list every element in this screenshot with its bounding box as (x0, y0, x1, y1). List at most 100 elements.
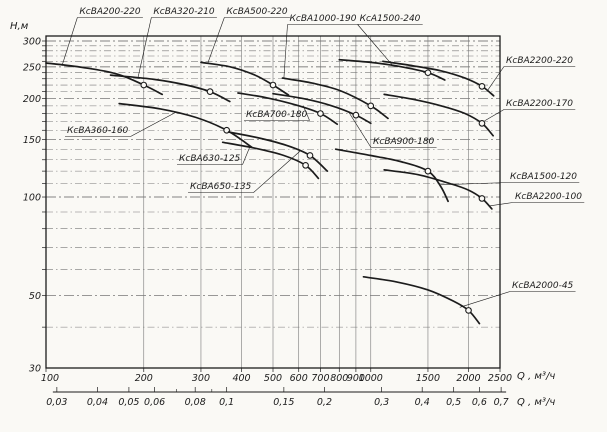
curve-label: КсВА360-160 (67, 126, 129, 136)
label-leader-line (130, 111, 177, 137)
pump-curve (109, 74, 231, 103)
secondary-tick-label: 0,4 (415, 397, 430, 408)
curve-label: КсВА700-180 (246, 110, 308, 120)
nominal-point-marker (465, 307, 472, 314)
nominal-point-marker (478, 119, 486, 127)
label-leader-line (61, 17, 78, 66)
nominal-point-marker (269, 81, 277, 89)
pump-curve (281, 77, 389, 120)
nominal-point-marker (317, 110, 324, 117)
nominal-point-marker (306, 152, 314, 159)
secondary-tick-label: 0,04 (87, 397, 108, 408)
x-tick-label: 2500 (488, 373, 512, 384)
secondary-tick-label: 0,5 (446, 397, 461, 408)
curve-label: КсВА2000-45 (512, 281, 574, 291)
label-leader-line (459, 291, 511, 308)
label-leader-line (253, 150, 302, 193)
curve-label: КсВА320-210 (153, 7, 215, 17)
y-tick-label: 150 (23, 135, 41, 146)
x-tick-label: 700 (311, 373, 329, 384)
label-leader-line (283, 24, 288, 79)
x-tick-label: 400 (232, 373, 250, 384)
pump-curve (200, 61, 290, 96)
pump-curve (45, 62, 164, 96)
x-tick-label: 2000 (456, 373, 480, 384)
curve-label: КсВА650-135 (190, 182, 252, 192)
curve-label: КсВА500-220 (226, 7, 288, 17)
y-tick-label: 200 (23, 94, 41, 105)
pump-curve (227, 131, 329, 172)
x-tick-label: 300 (192, 373, 210, 384)
nominal-point-marker (206, 88, 214, 96)
x-tick-label: 1500 (416, 373, 440, 384)
pump-curve (334, 148, 449, 203)
nominal-point-marker (302, 161, 309, 169)
secondary-tick-label: 0,3 (374, 397, 389, 408)
nominal-point-marker (424, 69, 432, 77)
label-leader-line (348, 111, 372, 148)
secondary-tick-label: 0,03 (46, 397, 67, 408)
label-leader-line (242, 146, 251, 165)
x-tick-label: 800 (330, 373, 348, 384)
secondary-tick-label: 0,6 (472, 397, 487, 408)
grid-lines (46, 36, 501, 368)
label-leader-line (490, 202, 514, 207)
secondary-tick-label: 0,7 (494, 397, 509, 408)
curve-label: КсВА1500-120 (510, 172, 577, 182)
curve-label: КсВА2200-100 (515, 192, 582, 202)
nominal-point-marker (478, 82, 486, 90)
secondary-tick-label: 0,05 (118, 397, 139, 408)
pump-curve (237, 92, 339, 126)
pump-curve (118, 102, 253, 149)
pump-curve (383, 93, 494, 137)
label-leader-line (357, 24, 394, 66)
secondary-tick-label: 0,2 (317, 397, 332, 408)
curve-label: КсВА1000-190 (290, 14, 357, 24)
x-tick-label: 1000 (359, 373, 383, 384)
y-tick-label: 300 (23, 37, 41, 48)
label-leader-line (137, 17, 152, 78)
y-tick-label: 30 (29, 364, 41, 375)
nominal-point-marker (352, 111, 360, 119)
label-leader-line (484, 109, 505, 122)
y-tick-label: 50 (29, 291, 41, 302)
pump-curve (362, 275, 481, 325)
curve-label: КсВА2200-170 (506, 99, 573, 109)
nominal-point-marker (478, 195, 486, 202)
y-tick-label: 250 (23, 62, 41, 73)
x-tick-label: 200 (135, 373, 153, 384)
curve-label: КсА1500-240 (360, 14, 421, 24)
label-leader-line (303, 105, 310, 121)
y-axis-title: Н,м (10, 21, 29, 32)
secondary-tick-label: 0,15 (273, 397, 294, 408)
label-leader-line (207, 17, 225, 64)
pump-curve (221, 141, 320, 180)
label-leader-line (439, 182, 509, 186)
x-axis-secondary-title: Q , м³/ч (517, 397, 555, 408)
pump-curve (272, 92, 372, 125)
x-tick-label: 600 (290, 373, 308, 384)
curve-label: КсВА630-125 (179, 154, 241, 164)
x-tick-label: 900 (347, 373, 365, 384)
y-tick-label: 100 (23, 193, 41, 204)
x-tick-label: 100 (41, 373, 59, 384)
nominal-point-marker (367, 102, 375, 110)
curve-label: КсВА900-180 (373, 137, 435, 147)
x-axis-title: Q , м³/ч (517, 371, 555, 382)
pump-curve (383, 169, 493, 210)
pump-curve (338, 58, 446, 81)
secondary-tick-label: 0,08 (185, 397, 206, 408)
curve-label: КсВА200-220 (79, 7, 141, 17)
pump-curves (45, 58, 495, 325)
x-tick-label: 500 (264, 373, 282, 384)
nominal-point-marker (140, 81, 148, 89)
secondary-tick-label: 0,1 (219, 397, 234, 408)
curve-label: КсВА2200-220 (506, 56, 573, 66)
secondary-tick-label: 0,06 (144, 397, 165, 408)
nominal-point-marker (424, 167, 432, 175)
label-leader-line (487, 66, 505, 91)
curve-annotations: КсВА200-220 КсВА320-210 КсВА500-220КсВА100… (61, 7, 585, 308)
